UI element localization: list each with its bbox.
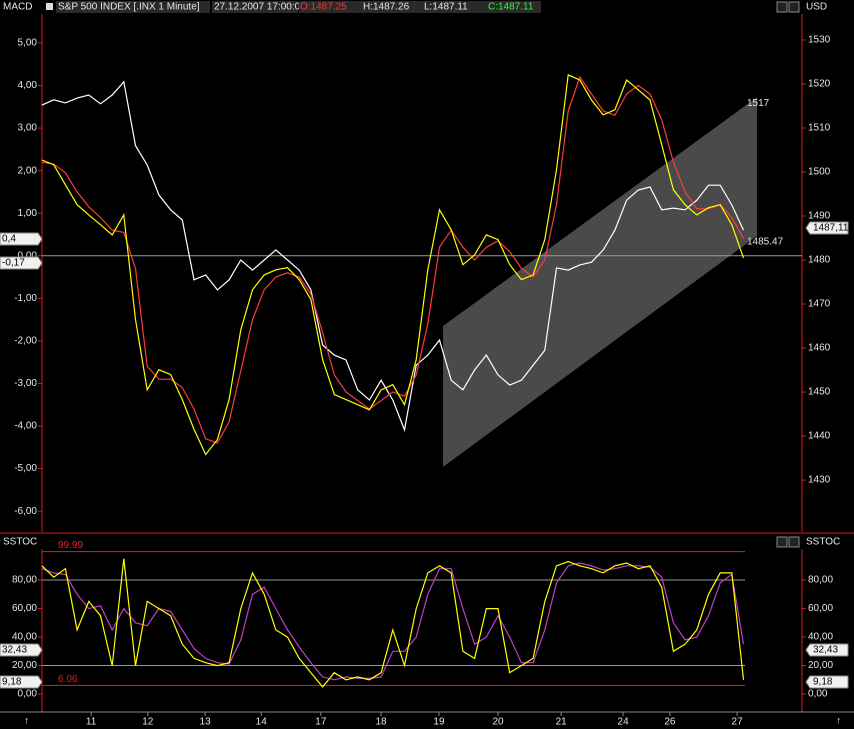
low-price: L:1487.11 <box>424 2 468 13</box>
open-price: O:1487.25 <box>300 2 347 13</box>
channel-label: 1517 <box>747 98 770 109</box>
y2-tick-label: 1530 <box>808 35 831 46</box>
value-tag-label: -0,17 <box>2 258 25 269</box>
y-tick-label: 5,00 <box>18 38 38 49</box>
y-tick-label: -4,00 <box>14 421 37 432</box>
y2-tick-label: 1440 <box>808 431 831 442</box>
value-tag-label: 1487,11 <box>813 223 849 234</box>
y-tick-label-right: 0,00 <box>808 689 828 700</box>
x-tick-label: 21 <box>556 717 568 728</box>
value-tag <box>805 221 849 235</box>
x-tick-label: 13 <box>200 717 212 728</box>
y-tick-label: -6,00 <box>14 506 37 517</box>
series-line <box>41 74 745 456</box>
ohlc-box <box>299 1 487 13</box>
right-unit: USD <box>806 2 827 13</box>
y-tick-label: -2,00 <box>14 336 37 347</box>
panel-title: SSTOC <box>3 537 37 548</box>
y-tick-label: 40,00 <box>12 632 37 643</box>
y2-tick-label: 1430 <box>808 475 831 486</box>
channel-label: 1485.47 <box>747 237 784 248</box>
instrument-box <box>56 1 210 13</box>
value-tag-label: 0,4 <box>2 234 16 245</box>
datetime-box <box>212 1 298 13</box>
y-tick-label: 0,00 <box>18 250 38 261</box>
x-tick-label: 20 <box>492 717 504 728</box>
y-tick-label: -1,00 <box>14 293 37 304</box>
series-line <box>41 558 745 688</box>
instrument: S&P 500 INDEX [.INX 1 Minute] <box>58 2 200 13</box>
y-tick-label-right: 80,00 <box>808 575 833 586</box>
x-tick-label: 26 <box>664 717 676 728</box>
scroll-arrow[interactable]: ↑ <box>24 716 29 727</box>
panel-title: SSTOC <box>806 537 840 548</box>
datetime: 27.12.2007 17:00:00 <box>214 2 306 13</box>
y-tick-label: 80,00 <box>12 575 37 586</box>
y-tick-label: 0,00 <box>18 689 38 700</box>
value-tag <box>805 675 849 689</box>
y-tick-label: 3,00 <box>18 123 38 134</box>
reference-label: 99.99 <box>58 540 83 551</box>
value-tag <box>0 256 43 270</box>
trend-channel <box>443 97 757 467</box>
y-tick-label: -3,00 <box>14 378 37 389</box>
window-button[interactable] <box>776 1 788 13</box>
y-tick-label-right: 20,00 <box>808 660 833 671</box>
high-price: H:1487.26 <box>363 2 410 13</box>
window-button[interactable] <box>788 1 800 13</box>
y2-tick-label: 1470 <box>808 299 831 310</box>
value-tag-label: 9,18 <box>2 677 22 688</box>
value-tag-label: 9,18 <box>813 677 833 688</box>
y-tick-label: 1,00 <box>18 208 38 219</box>
x-tick-label: 12 <box>142 717 154 728</box>
y2-tick-label: 1480 <box>808 255 831 266</box>
y-tick-label: 60,00 <box>12 603 37 614</box>
y2-tick-label: 1490 <box>808 211 831 222</box>
scroll-arrow[interactable]: ↑ <box>836 716 841 727</box>
y2-tick-label: 1450 <box>808 387 831 398</box>
x-tick-label: 18 <box>376 717 388 728</box>
panel-title: MACD <box>3 2 32 13</box>
value-tag <box>805 643 849 657</box>
y2-tick-label: 1510 <box>808 123 831 134</box>
value-tag-label: 32,43 <box>2 645 27 656</box>
y-tick-label: 20,00 <box>12 660 37 671</box>
y2-tick-label: 1460 <box>808 343 831 354</box>
value-tag <box>0 675 43 689</box>
x-tick-label: 24 <box>618 717 630 728</box>
y-tick-label: -5,00 <box>14 463 37 474</box>
close-box <box>487 1 541 13</box>
x-tick-label: 11 <box>86 717 97 728</box>
x-tick-label: 27 <box>732 717 744 728</box>
series-line <box>41 75 745 444</box>
reference-label: 6.06 <box>58 674 78 685</box>
y-tick-label: 2,00 <box>18 165 38 176</box>
y-tick-label-right: 60,00 <box>808 603 833 614</box>
window-button[interactable] <box>776 536 788 548</box>
y2-tick-label: 1520 <box>808 79 831 90</box>
series-line <box>41 80 745 433</box>
y-tick-label: 4,00 <box>18 80 38 91</box>
close-price: C:1487.11 <box>488 2 534 13</box>
value-tag <box>0 232 43 246</box>
x-tick-label: 14 <box>256 717 268 728</box>
x-tick-label: 19 <box>433 717 445 728</box>
x-tick-label: 17 <box>315 717 327 728</box>
window-button[interactable] <box>788 536 800 548</box>
value-tag <box>0 643 43 657</box>
y2-tick-label: 1500 <box>808 167 831 178</box>
symbol-icon <box>46 3 53 10</box>
y-tick-label-right: 40,00 <box>808 632 833 643</box>
value-tag-label: 32,43 <box>813 645 838 656</box>
